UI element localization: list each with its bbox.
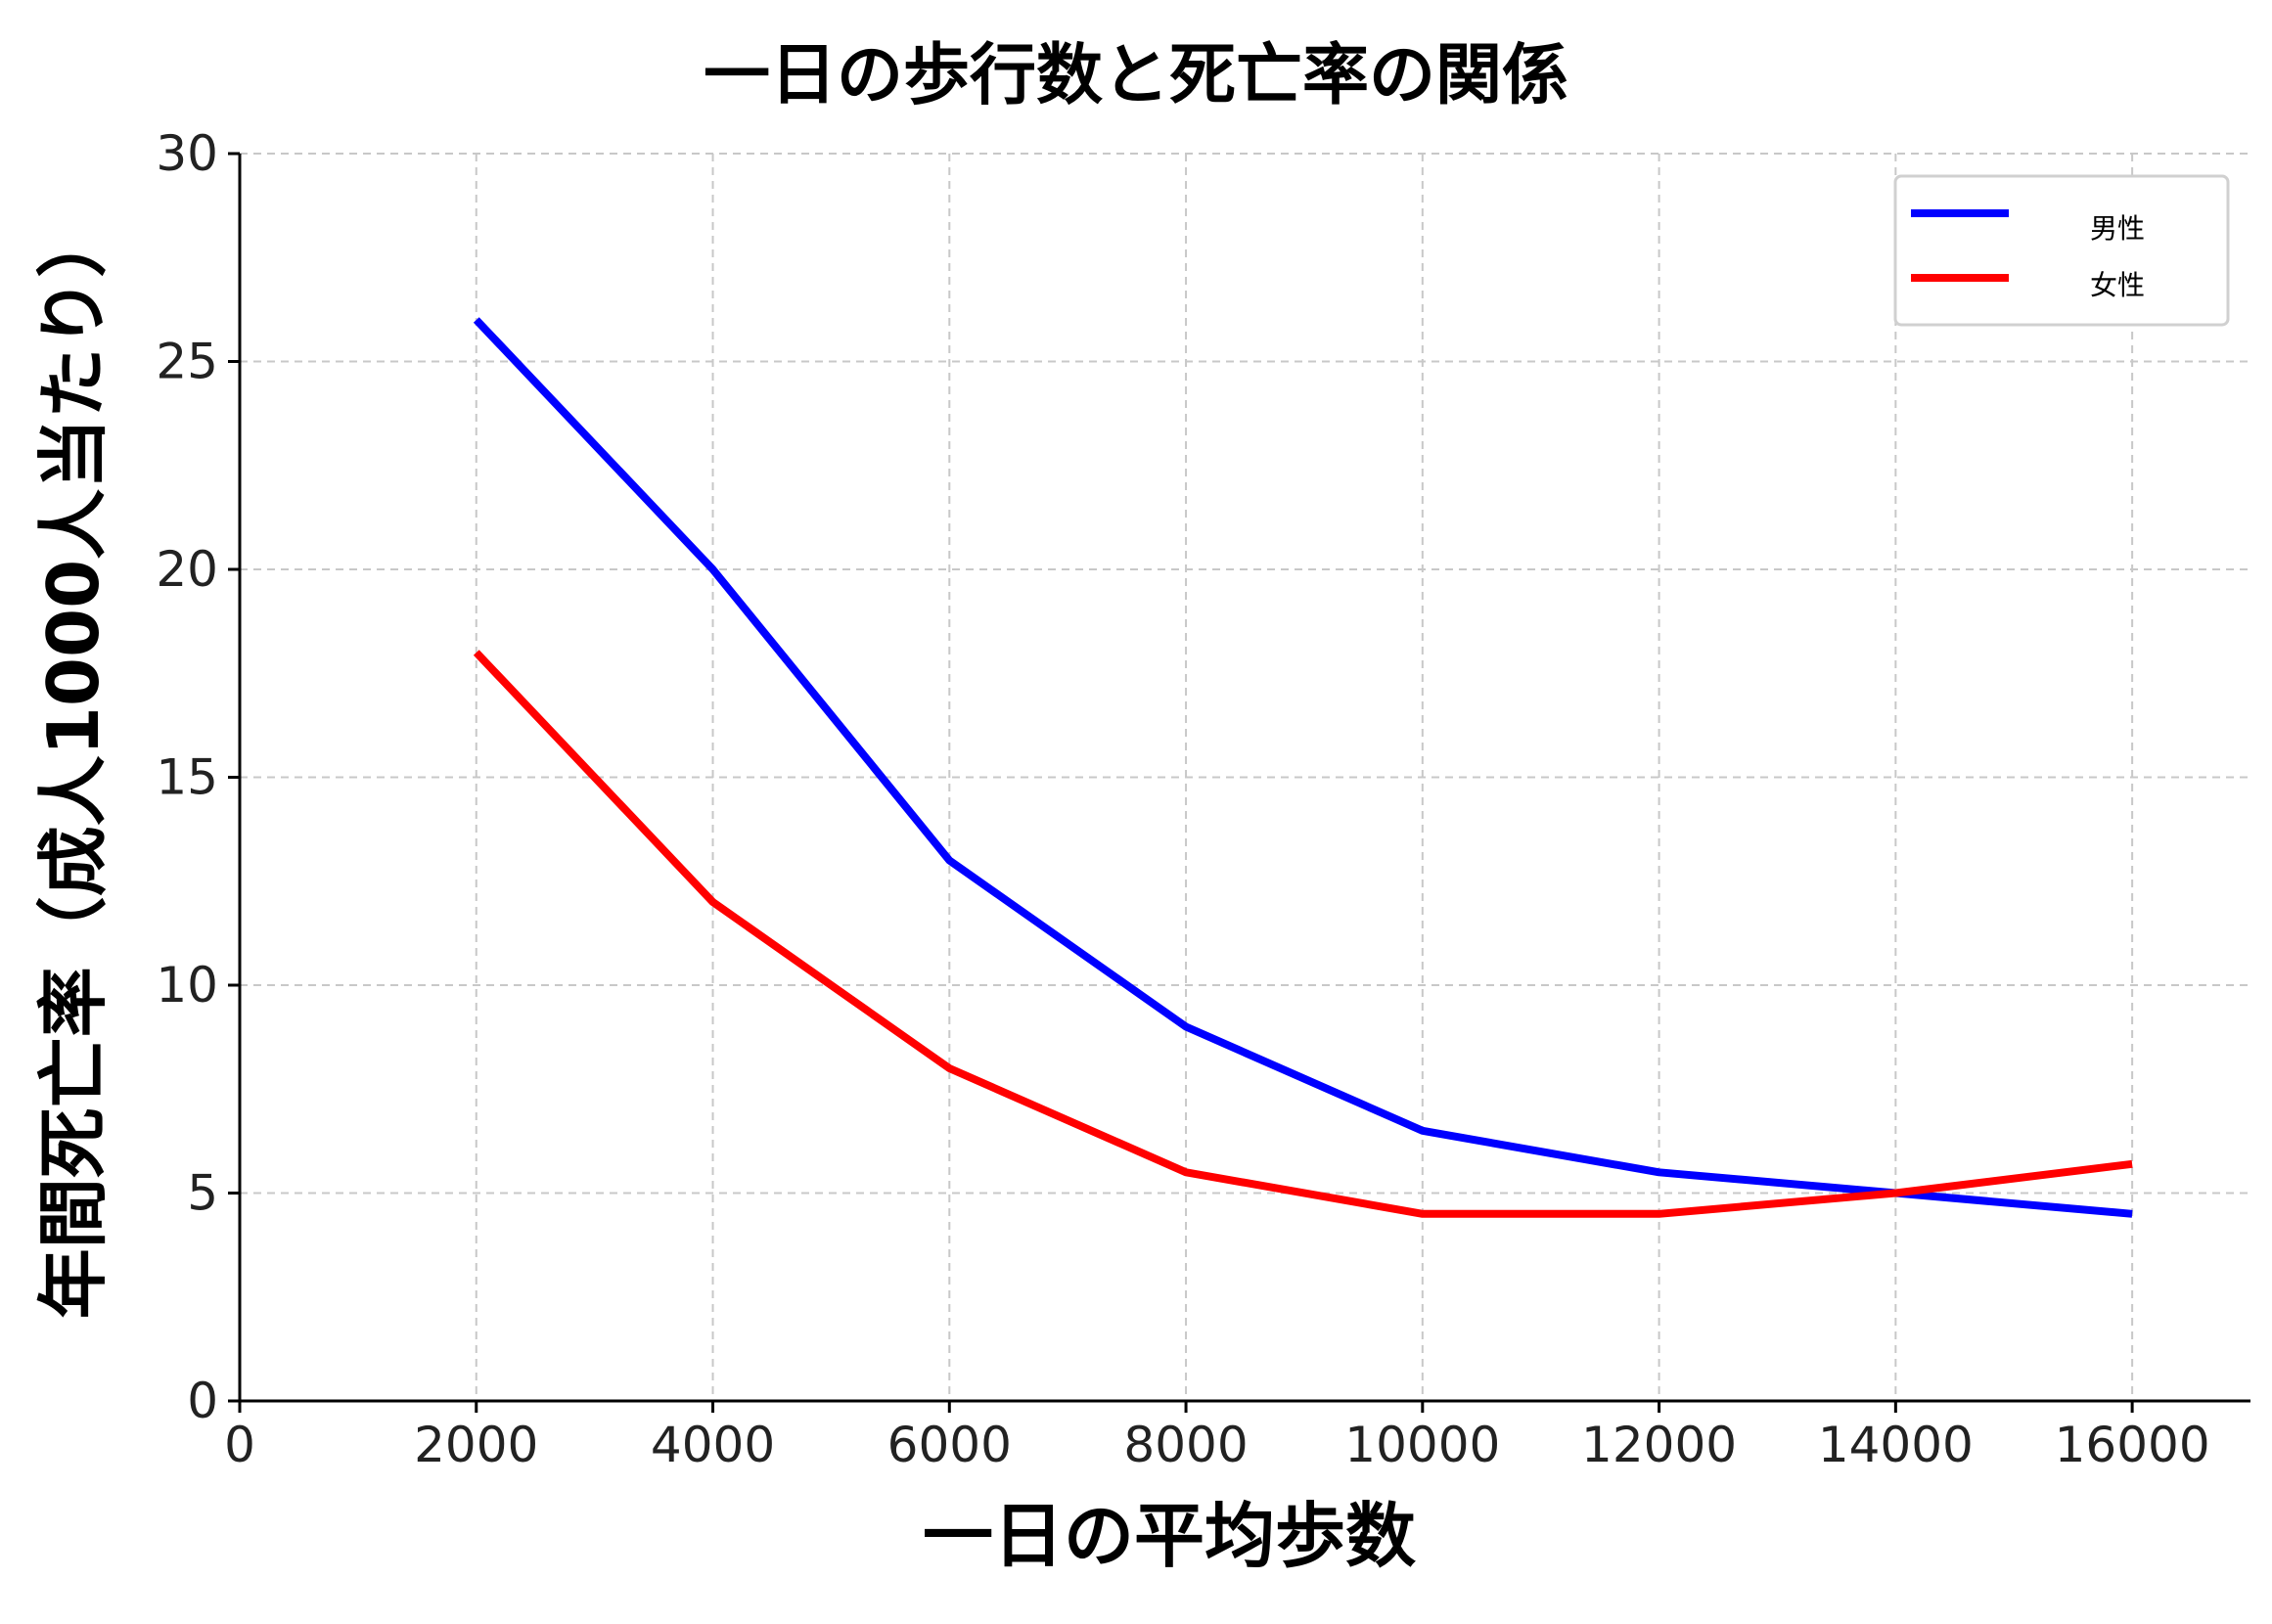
y-tick-label: 10 (156, 957, 218, 1014)
y-tick-label: 5 (187, 1165, 218, 1222)
chart-title: 一日の歩行数と死亡率の関係 (704, 37, 1568, 114)
y-tick-label: 0 (187, 1373, 218, 1429)
legend-box (1893, 174, 2230, 327)
y-tick-label: 15 (156, 749, 218, 806)
x-tick-label: 10000 (1344, 1417, 1500, 1473)
tick-labels: 0 2000 4000 6000 8000 10000 12000 14000 16000 0 5 1… (156, 125, 2209, 1473)
x-tick-label: 14000 (1818, 1417, 1974, 1473)
y-tick-label: 20 (156, 541, 218, 598)
y-tick-label: 25 (156, 334, 218, 390)
x-tick-label: 6000 (887, 1417, 1012, 1473)
grid (240, 153, 2250, 1401)
axes (228, 152, 2250, 1413)
series-line-male (473, 317, 2133, 1218)
series-line-female (473, 650, 2133, 1218)
x-tick-label: 12000 (1581, 1417, 1737, 1473)
x-tick-label: 16000 (2055, 1417, 2210, 1473)
x-tick-label: 8000 (1123, 1417, 1248, 1473)
x-tick-label: 0 (224, 1417, 255, 1473)
y-axis-label: 年間死亡率（成人1000人当たり） (32, 207, 114, 1319)
legend-label-male: 男性 (2090, 212, 2145, 245)
legend: 男性 女性 (1893, 174, 2230, 327)
x-tick-label: 4000 (651, 1417, 775, 1473)
x-tick-label: 2000 (414, 1417, 538, 1473)
x-axis-label: 一日の平均歩数 (923, 1495, 1416, 1577)
y-tick-label: 30 (156, 125, 218, 182)
legend-label-female: 女性 (2090, 269, 2145, 301)
series-lines (473, 317, 2133, 1218)
